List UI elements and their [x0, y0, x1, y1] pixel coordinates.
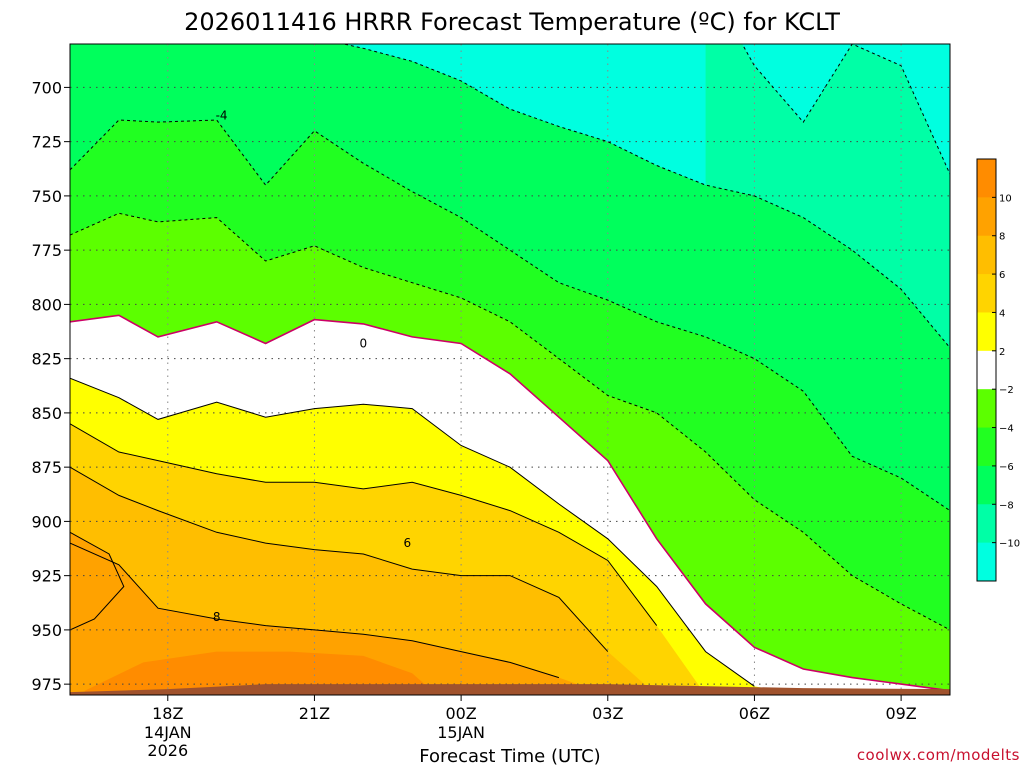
y-tick-label: 750: [31, 187, 62, 206]
colorbar-tick-label: 2: [999, 347, 1005, 358]
colorbar-tick-label: 4: [999, 308, 1005, 319]
band-plus8-left: [70, 531, 125, 631]
contour-labels: -4 0 6 8: [213, 109, 411, 624]
colorbar-tick-label: 6: [999, 270, 1005, 281]
contour-label: -4: [216, 109, 228, 123]
colorbar-segment: [977, 465, 996, 505]
contour-label: 8: [213, 610, 221, 624]
colorbar-frame: [976, 158, 997, 582]
y-tick-label: 925: [31, 567, 62, 586]
contour-zero: [70, 314, 950, 692]
x-tick-label: 06Z: [739, 704, 770, 723]
colorbar-segment: [977, 312, 996, 352]
colorbar-tick-label: 8: [999, 232, 1005, 243]
plot-frame: [69, 43, 951, 696]
x-tick-label: 21Z: [299, 704, 330, 723]
x-tick-label: 18Z: [152, 704, 183, 723]
colorbar-segment: [977, 159, 996, 198]
y-tick-label: 900: [31, 512, 62, 531]
colorbar-segment: [977, 274, 996, 313]
chart-title: 2026011416 HRRR Forecast Temperature (ºC…: [184, 8, 840, 36]
y-tick-label: 800: [31, 295, 62, 314]
colorbar-tick-label: −2: [999, 385, 1014, 396]
colorbar-segment: [977, 350, 996, 390]
contour-plus4: [70, 377, 755, 687]
colorbar-tick-label: −8: [999, 500, 1014, 511]
contour-minus4: [70, 212, 950, 631]
x-year-label: 2026: [147, 741, 188, 760]
y-tick-label: 825: [31, 350, 62, 369]
y-tick-label: 975: [31, 675, 62, 694]
colorbar-segment: [977, 197, 996, 237]
y-axis: 700 725 750 775 800 825 850 875 900 925 950 975: [31, 78, 70, 694]
colorbar-segment: [977, 389, 996, 429]
credit-text: coolwx.com/modelts: [857, 746, 1020, 764]
y-tick-label: 700: [31, 78, 62, 97]
x-date-label: 14JAN: [144, 723, 192, 742]
terrain-ground: [70, 684, 950, 695]
colorbar-segment: [977, 427, 996, 467]
x-tick-label: 03Z: [592, 704, 623, 723]
x-tick-label: 09Z: [885, 704, 916, 723]
colorbar: 10 8 6 4 2 −2 −4 −6 −8 −10: [976, 158, 1020, 582]
contour-plus8: [70, 466, 609, 652]
plot-area: [70, 44, 950, 695]
contour-label: 0: [360, 336, 368, 350]
y-tick-label: 950: [31, 621, 62, 640]
contour-plus10: [70, 542, 560, 679]
contour-minus8: [70, 44, 950, 349]
y-tick-label: 875: [31, 458, 62, 477]
x-tick-label: 00Z: [445, 704, 476, 723]
colorbar-tick-label: −6: [999, 462, 1014, 473]
contour-label: 6: [404, 536, 412, 550]
colorbar-segment: [977, 235, 996, 275]
x-axis-label: Forecast Time (UTC): [419, 746, 600, 767]
colorbar-segment: [977, 504, 996, 544]
x-date-label: 15JAN: [437, 723, 485, 742]
y-tick-label: 775: [31, 241, 62, 260]
y-tick-label: 850: [31, 404, 62, 423]
colorbar-tick-label: −10: [999, 539, 1020, 550]
y-tick-label: 725: [31, 133, 62, 152]
colorbar-segment: [977, 542, 996, 582]
colorbar-tick-label: 10: [999, 193, 1012, 204]
contour-plus6: [70, 423, 658, 626]
colorbar-tick-label: −4: [999, 424, 1014, 435]
